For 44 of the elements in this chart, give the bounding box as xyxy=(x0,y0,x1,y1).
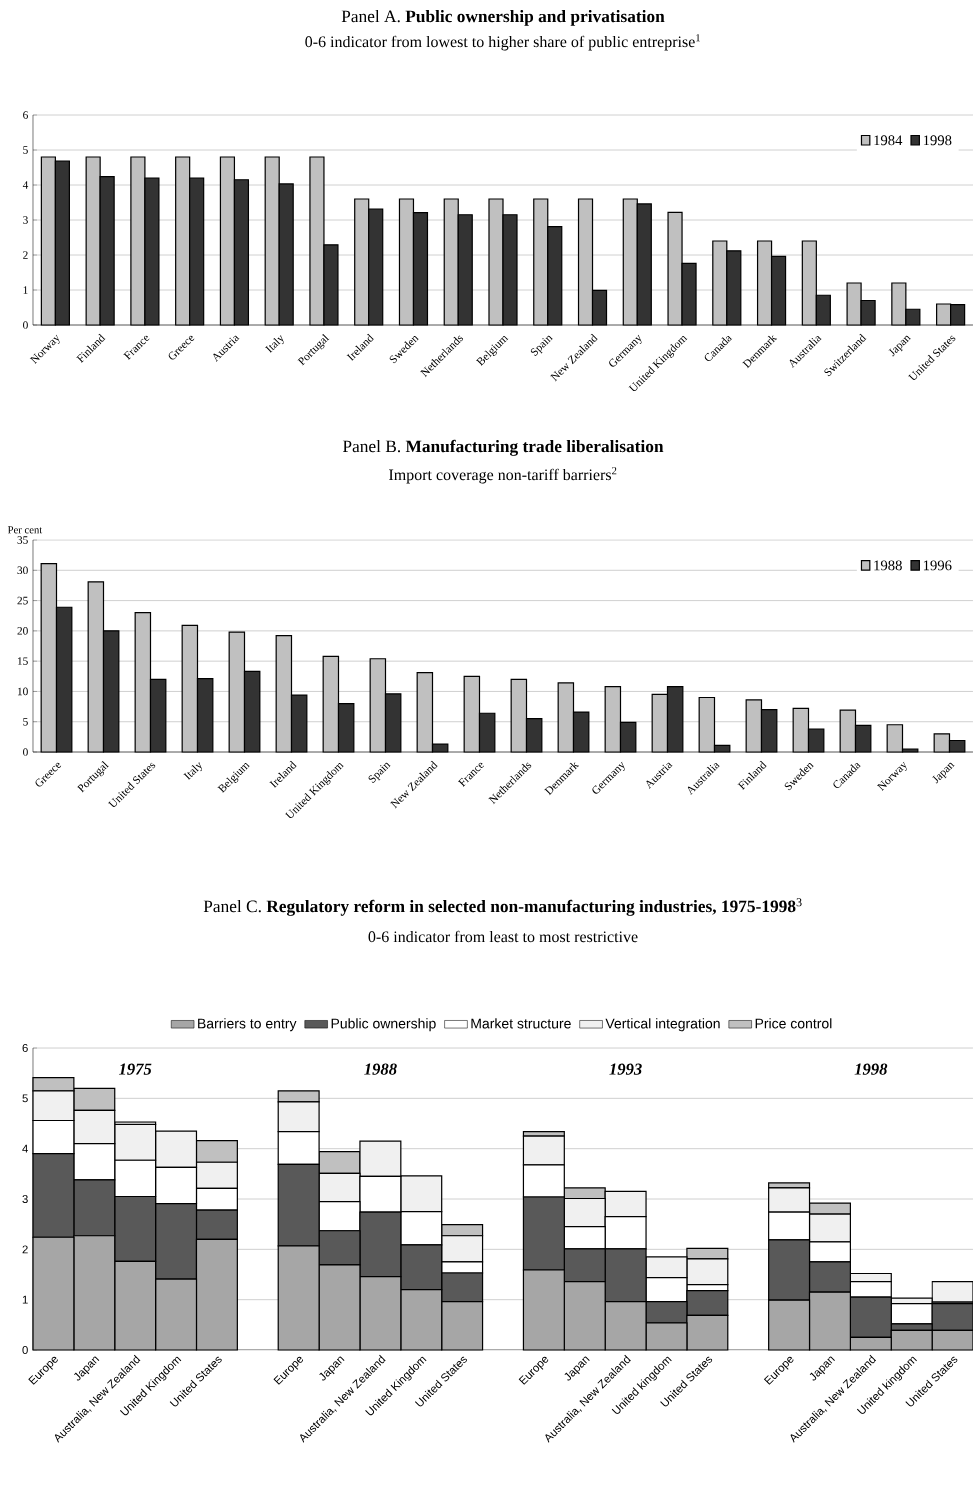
y-tick-label: 25 xyxy=(17,596,28,605)
y-tick-label: 5 xyxy=(22,1094,28,1103)
chart-subtitle: Import coverage non-tariff barriers$^{2}$ xyxy=(389,467,617,484)
y-tick-label: 1 xyxy=(22,1295,28,1304)
legend-label: 1984 xyxy=(874,135,903,146)
annotation: 1975 xyxy=(118,1063,152,1075)
legend-label: Price control xyxy=(755,1018,832,1029)
y-axis-title: Per cent xyxy=(7,526,43,534)
y-tick-label: 5 xyxy=(23,717,28,726)
chart-title: Panel A. Public ownership and privatisation xyxy=(341,9,665,26)
y-tick-label: 10 xyxy=(17,687,28,696)
y-tick-label: 6 xyxy=(22,1044,28,1053)
legend-label: Barriers to entry xyxy=(198,1018,297,1032)
y-tick-label: 0 xyxy=(23,748,28,756)
x-tick-label: Italy xyxy=(265,335,284,354)
legend-label: Vertical integration xyxy=(605,1018,720,1032)
y-tick-label: 0 xyxy=(22,1346,28,1355)
y-tick-label: 15 xyxy=(17,657,28,665)
y-tick-label: 4 xyxy=(22,1144,28,1153)
y-tick-label: 35 xyxy=(17,536,28,544)
annotation: 1998 xyxy=(854,1063,888,1075)
y-tick-label: 6 xyxy=(23,111,28,119)
y-tick-label: 30 xyxy=(17,566,28,575)
legend-label: Market structure xyxy=(471,1018,571,1029)
y-tick-label: 0 xyxy=(23,321,28,329)
legend-label: Public ownership xyxy=(331,1018,436,1032)
y-tick-label: 20 xyxy=(17,627,28,635)
y-tick-label: 2 xyxy=(22,1245,28,1254)
legend-label: 1996 xyxy=(923,560,952,571)
y-tick-label: 1 xyxy=(23,286,28,294)
y-tick-label: 3 xyxy=(22,1195,28,1204)
y-tick-label: 3 xyxy=(23,216,28,224)
chart-title: Panel B. Manufacturing trade liberalisation xyxy=(342,439,664,456)
legend-label: 1998 xyxy=(923,135,952,146)
y-tick-label: 2 xyxy=(23,251,28,259)
annotation: 1993 xyxy=(609,1063,642,1075)
chart-subtitle: 0-6 indicator from least to most restrictive xyxy=(368,930,638,943)
legend-label: 1988 xyxy=(874,560,902,571)
y-tick-label: 4 xyxy=(22,181,29,189)
y-tick-label: 5 xyxy=(23,146,28,154)
x-tick-label: Italy xyxy=(183,762,202,781)
annotation: 1988 xyxy=(364,1063,397,1075)
chart-title: Panel C. Regulatory reform in selected non-manufacturing industries, 1975-1998$^{3}$ xyxy=(203,898,802,916)
chart-subtitle: 0-6 indicator from lowest to higher share of public entreprise$^{1}$ xyxy=(305,34,700,51)
